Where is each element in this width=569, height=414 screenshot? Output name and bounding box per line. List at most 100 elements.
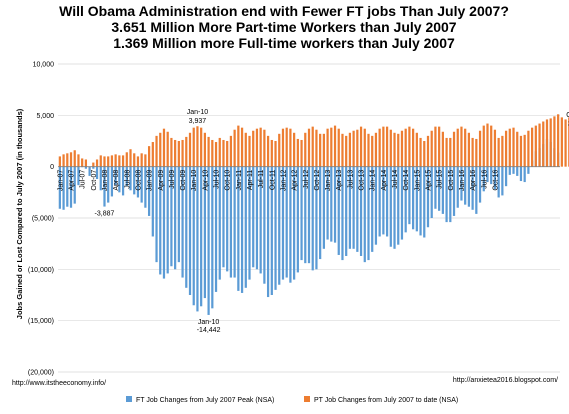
bar-ft	[296, 166, 299, 273]
x-tick-label: Oct-15	[448, 170, 455, 191]
bar-ft	[207, 166, 210, 315]
bar-pt	[114, 154, 117, 167]
bar-pt	[133, 153, 136, 167]
bar-pt	[560, 117, 563, 167]
bar-ft	[155, 166, 158, 263]
bar-ft	[493, 166, 497, 190]
bar-ft	[482, 166, 485, 192]
x-tick-label: Jul-09	[169, 170, 176, 189]
bar-pt	[66, 153, 69, 167]
bar-ft	[304, 166, 307, 264]
bar-ft	[162, 166, 166, 279]
bar-pt	[270, 139, 273, 167]
bar-ft	[382, 166, 385, 235]
bar-pt	[493, 129, 497, 167]
bar-pt	[534, 125, 537, 167]
x-tick-label: Oct-10	[225, 170, 232, 191]
bar-pt	[542, 121, 545, 167]
bar-ft	[352, 166, 355, 249]
bar-pt	[438, 126, 441, 167]
bar-pt	[233, 129, 236, 167]
bar-ft	[445, 166, 448, 223]
bar-ft	[345, 166, 348, 256]
bar-ft	[248, 166, 251, 280]
bar-pt	[415, 132, 418, 167]
bar-ft	[140, 166, 143, 203]
x-tick-label: Apr-09	[158, 170, 165, 191]
bar-ft	[348, 166, 352, 249]
bar-ft	[99, 166, 102, 191]
bar-pt	[170, 137, 173, 167]
x-tick-label: Apr-11	[247, 170, 254, 191]
bar-pt	[400, 130, 404, 167]
x-tick-label: Apr-12	[292, 170, 299, 191]
bar-pt	[136, 156, 140, 167]
x-tick-label: Jul-11	[258, 170, 265, 189]
bar-ft	[121, 166, 125, 196]
bar-pt	[553, 116, 556, 167]
data-label: Jan-10	[198, 319, 220, 326]
bar-ft	[527, 166, 530, 174]
bar-pt	[426, 135, 430, 167]
bar-pt	[482, 125, 485, 167]
bar-pt	[103, 156, 106, 167]
x-tick-label: Oct-09	[180, 170, 187, 191]
bar-pt	[557, 114, 560, 167]
y-axis-ticks: 10,000 5,000 0 (5,000) (10,000) (15,000) (20,0…	[28, 62, 54, 377]
bar-pt	[326, 128, 329, 167]
bar-pt	[166, 131, 169, 167]
y-tick-label: (20,000)	[28, 370, 54, 377]
bar-ft	[170, 166, 173, 267]
bar-ft	[62, 166, 65, 210]
bar-ft	[110, 166, 114, 197]
bar-pt	[185, 136, 188, 167]
bar-ft	[475, 166, 478, 214]
bar-ft	[185, 166, 188, 288]
bar-pt	[359, 126, 363, 167]
x-tick-label: Apr-08	[113, 170, 120, 191]
bar-pt	[545, 119, 549, 167]
bar-pt	[110, 155, 114, 167]
bar-pt	[456, 128, 459, 167]
bar-ft	[278, 166, 281, 285]
bar-pt	[478, 130, 482, 167]
bar-pt	[345, 135, 348, 167]
bar-ft	[333, 166, 337, 243]
bar-ft	[233, 166, 236, 278]
bar-pt	[207, 136, 210, 167]
bar-ft	[516, 166, 519, 176]
bar-ft	[374, 166, 378, 245]
bar-pt	[81, 158, 84, 167]
bar-pt	[475, 138, 478, 167]
x-tick-label: Jan-09	[147, 170, 154, 192]
bar-pt	[385, 126, 389, 167]
x-tick-label: Jul-14	[392, 170, 399, 189]
bar-pt	[538, 123, 541, 167]
bar-ft	[66, 166, 69, 207]
legend-label-pt: PT Job Changes from July 2007 to date (N…	[314, 397, 458, 404]
bar-pt	[464, 128, 467, 167]
bar-pt	[259, 127, 262, 167]
bar-pt	[501, 135, 504, 167]
bar-ft	[77, 166, 80, 186]
bar-pt	[248, 135, 251, 167]
bar-pt	[412, 128, 415, 167]
bar-pt	[274, 141, 277, 167]
x-tick-label: Jul-10	[214, 170, 221, 189]
bar-pt	[348, 132, 352, 167]
bar-pt	[452, 131, 456, 167]
legend-swatch-ft	[126, 396, 132, 402]
bar-ft	[73, 166, 76, 204]
bar-ft	[389, 166, 392, 247]
bar-ft	[166, 166, 169, 274]
bar-ft	[84, 166, 88, 169]
bar-ft	[285, 166, 288, 278]
x-tick-label: Oct-14	[403, 170, 410, 191]
bar-ft	[471, 166, 474, 210]
bar-pt	[229, 135, 233, 167]
bar-ft	[438, 166, 441, 211]
bar-pt	[151, 142, 154, 167]
bar-ft	[419, 166, 422, 236]
bar-pt	[549, 118, 552, 167]
x-tick-label: Apr-15	[425, 170, 432, 191]
